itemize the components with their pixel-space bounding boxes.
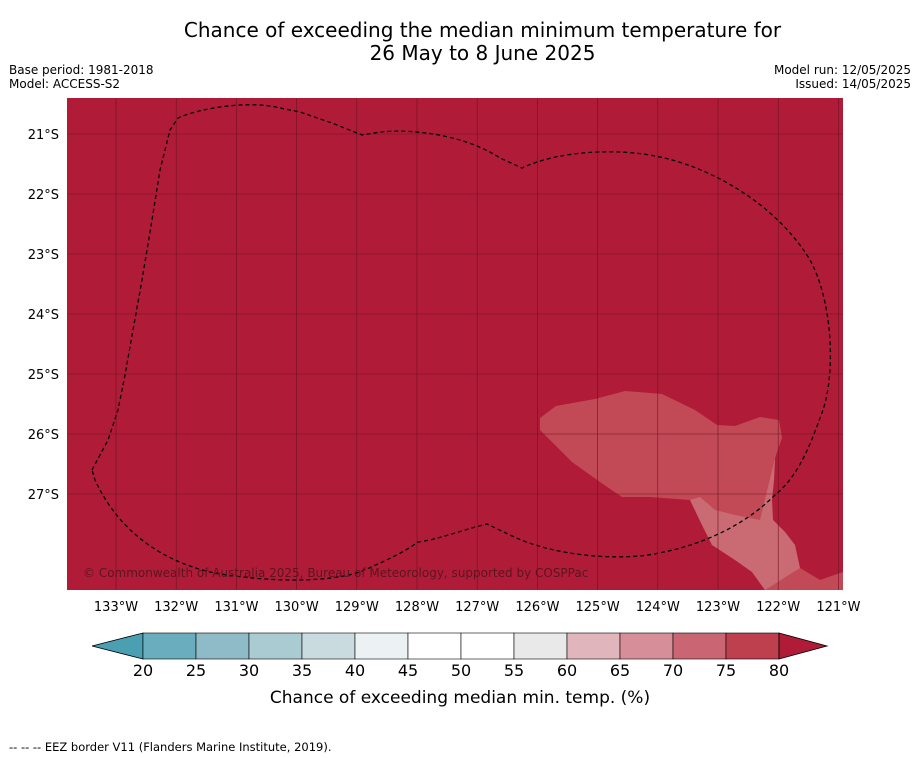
lat-label: 27°S [28, 488, 59, 503]
map-title-line2: 26 May to 8 June 2025 [369, 41, 596, 65]
colorbar-segment [407, 632, 462, 660]
eez-border [91, 104, 832, 581]
issued-date: Issued: 14/05/2025 [795, 77, 911, 91]
model-name: Model: ACCESS-S2 [9, 77, 121, 91]
model-run: Model run: 12/05/2025 [773, 63, 911, 77]
longitude-labels: 133°W 132°W 131°W 130°W 129°W 128°W 127°W 126°W… [94, 600, 861, 615]
lon-label: 127°W [455, 600, 499, 615]
lon-label: 123°W [696, 600, 740, 615]
latitude-labels: 21°S 22°S 23°S 24°S 25°S 26°S 27°S [28, 128, 59, 503]
colorbar-segment [513, 632, 568, 660]
lon-label: 131°W [214, 600, 258, 615]
eez-footnote: -- -- -- EEZ border V11 (Flanders Marine… [9, 740, 332, 754]
lon-label: 122°W [756, 600, 800, 615]
base-period: Base period: 1981-2018 [9, 63, 154, 77]
lon-label: 133°W [94, 600, 138, 615]
patch-65-70 [690, 458, 800, 590]
colorbar-under-arrow [91, 632, 144, 660]
colorbar-over-arrow [778, 632, 829, 660]
colorbar-tick-label: 75 [716, 661, 736, 680]
meta-right: Model run: 12/05/2025 Issued: 14/05/2025 [774, 63, 911, 91]
colorbar-segment [725, 632, 780, 660]
probability-patches [540, 391, 843, 590]
lat-label: 23°S [28, 248, 59, 263]
colorbar-tick-label: 20 [133, 661, 153, 680]
map-title-line1: Chance of exceeding the median minimum t… [183, 18, 782, 42]
lon-label: 125°W [576, 600, 620, 615]
colorbar-tick-label: 50 [451, 661, 471, 680]
copyright-notice: © Commonwealth of Australia 2025, Bureau… [83, 566, 588, 580]
colorbar-label: Chance of exceeding median min. temp. (%… [270, 688, 650, 708]
colorbar-tick-label: 30 [239, 661, 259, 680]
colorbar-segment [248, 632, 303, 660]
lat-label: 22°S [28, 188, 59, 203]
colorbar-segment [354, 632, 409, 660]
lat-label: 25°S [28, 368, 59, 383]
colorbar-tick-label: 60 [557, 661, 577, 680]
lon-label: 126°W [515, 600, 559, 615]
colorbar-segment [301, 632, 356, 660]
colorbar-segment [566, 632, 621, 660]
lon-label: 124°W [636, 600, 680, 615]
colorbar-tick-label: 40 [345, 661, 365, 680]
lat-label: 24°S [28, 308, 59, 323]
colorbar: 20 25 30 35 40 45 50 55 60 65 70 75 80 [91, 632, 829, 680]
colorbar-tick-label: 65 [610, 661, 630, 680]
colorbar-tick-label: 55 [504, 661, 524, 680]
colorbar-segment [672, 632, 727, 660]
graticule [67, 98, 843, 590]
colorbar-segment [142, 632, 197, 660]
colorbar-tick-label: 70 [663, 661, 683, 680]
lat-label: 26°S [28, 428, 59, 443]
colorbar-tick-label: 45 [398, 661, 418, 680]
colorbar-tick-label: 25 [186, 661, 206, 680]
lon-label: 132°W [154, 600, 198, 615]
lon-label: 130°W [275, 600, 319, 615]
lon-label: 128°W [395, 600, 439, 615]
colorbar-tick-label: 35 [292, 661, 312, 680]
lon-label: 121°W [816, 600, 860, 615]
colorbar-segment [619, 632, 674, 660]
colorbar-tick-label: 80 [769, 661, 789, 680]
meta-left: Base period: 1981-2018 Model: ACCESS-S2 [9, 63, 154, 91]
colorbar-segment [195, 632, 250, 660]
colorbar-segment [460, 632, 515, 660]
lon-label: 129°W [335, 600, 379, 615]
lat-label: 21°S [28, 128, 59, 143]
